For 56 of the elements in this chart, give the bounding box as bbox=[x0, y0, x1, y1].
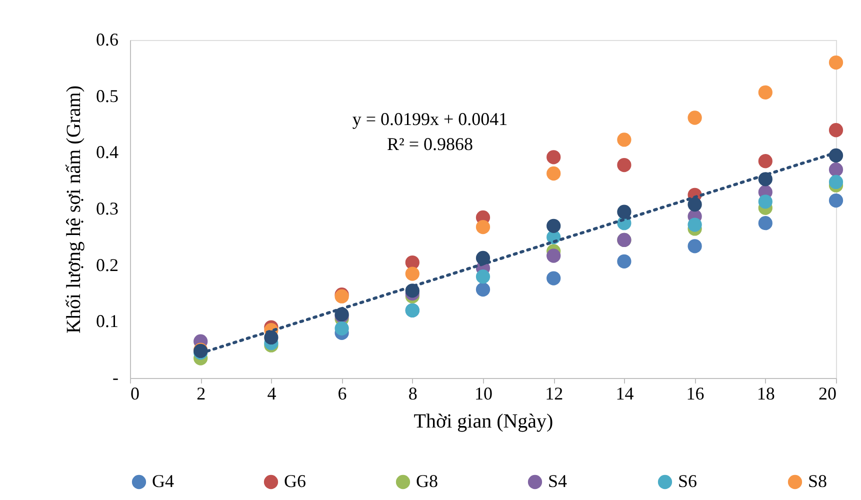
x-tick-label: 4 bbox=[267, 384, 276, 404]
point bbox=[617, 158, 632, 172]
point bbox=[688, 110, 702, 125]
point bbox=[546, 271, 561, 286]
legend-label: S4 bbox=[548, 471, 568, 491]
y-axis-title: Khối lượng hệ sợi nấm (Gram) bbox=[63, 85, 85, 334]
point bbox=[476, 270, 490, 284]
point bbox=[476, 282, 490, 297]
x-tick-label: 6 bbox=[338, 384, 347, 404]
point bbox=[546, 150, 561, 164]
legend-label: G6 bbox=[284, 471, 306, 491]
point bbox=[476, 220, 490, 234]
point bbox=[828, 193, 844, 208]
y-tick-label: 0.5 bbox=[96, 86, 118, 106]
x-tick-label: 14 bbox=[616, 384, 634, 404]
x-tick-label: 2 bbox=[196, 384, 206, 404]
point bbox=[688, 197, 702, 212]
point bbox=[828, 162, 844, 177]
point bbox=[758, 194, 772, 209]
point bbox=[617, 132, 632, 147]
x-tick-label: 0 bbox=[130, 384, 140, 404]
point bbox=[758, 154, 772, 168]
point bbox=[546, 218, 561, 233]
point bbox=[617, 204, 632, 219]
x-tick-label: 18 bbox=[756, 384, 775, 404]
y-tick-label: 0.3 bbox=[96, 198, 118, 218]
point bbox=[758, 216, 772, 230]
y-tick-label: 0.1 bbox=[96, 311, 118, 332]
x-tick-label: 10 bbox=[474, 384, 492, 404]
point bbox=[828, 123, 844, 138]
point bbox=[688, 239, 702, 254]
y-tick-label: - bbox=[112, 368, 118, 388]
legend-label: G4 bbox=[152, 471, 174, 491]
legend-label: G8 bbox=[416, 471, 438, 491]
x-tick-label: 20 bbox=[818, 384, 836, 404]
point bbox=[758, 85, 772, 100]
point bbox=[546, 248, 561, 263]
point bbox=[828, 55, 844, 70]
annotation: y = 0.0199x + 0.0041 bbox=[352, 109, 508, 129]
annotation: R² = 0.9868 bbox=[386, 134, 474, 154]
legend-label: S6 bbox=[678, 471, 698, 491]
y-tick-label: 0.2 bbox=[96, 254, 118, 275]
legend-label: S8 bbox=[808, 471, 828, 491]
y-tick-label: 0.6 bbox=[96, 30, 118, 50]
y-tick-label: 0.4 bbox=[96, 142, 118, 162]
point bbox=[828, 174, 844, 190]
point bbox=[405, 266, 420, 281]
x-tick-label: 16 bbox=[686, 384, 704, 404]
x-axis-title: Thời gian (Ngày) bbox=[414, 410, 554, 432]
x-tick-label: 12 bbox=[545, 384, 564, 404]
point bbox=[617, 254, 632, 268]
point bbox=[546, 166, 561, 181]
point bbox=[264, 330, 278, 344]
point bbox=[688, 218, 702, 232]
x-tick-label: 8 bbox=[408, 384, 418, 404]
point bbox=[476, 250, 490, 266]
